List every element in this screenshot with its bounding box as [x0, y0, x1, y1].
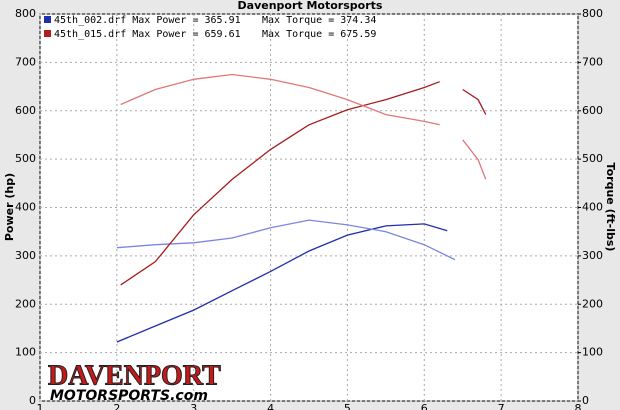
x-tick-label: 7: [498, 402, 505, 410]
x-tick-label: 1: [37, 402, 44, 410]
logo-site: MOTORSPORTS.com: [50, 388, 208, 404]
y-tick-label: 400: [15, 201, 36, 214]
y-tick-label: 700: [15, 55, 36, 68]
series-line: [116, 219, 456, 261]
y-tick-label: 800: [15, 7, 36, 20]
y2-tick-label: 200: [582, 297, 603, 310]
y2-tick-label: 800: [582, 7, 603, 20]
x-tick-label: 3: [190, 402, 197, 410]
x-tick-label: 6: [421, 402, 428, 410]
y-tick-label: 200: [15, 297, 36, 310]
logo-brand: DAVENPORT: [48, 360, 221, 391]
y-axis-title: Power (hp): [3, 173, 16, 241]
legend-entry: 45th_015.drf Max Power = 659.61: [54, 29, 241, 40]
y2-tick-label: 100: [582, 346, 603, 359]
y2-tick-label: 0: [582, 394, 589, 407]
x-tick-label: 8: [575, 402, 582, 410]
legend-swatch: [44, 16, 51, 23]
chart-title: Davenport Motorsports: [238, 0, 383, 12]
x-tick-label: 2: [113, 402, 120, 410]
legend-entry: 45th_002.drf Max Power = 365.91: [54, 15, 241, 26]
x-tick-label: 5: [344, 402, 351, 410]
y-tick-label: 600: [15, 104, 36, 117]
legend-entry: Max Torque = 374.34: [262, 15, 376, 26]
x-tick-label: 4: [267, 402, 274, 410]
y2-tick-label: 300: [582, 249, 603, 262]
y2-axis-title: Torque (ft-lbs): [604, 163, 617, 252]
y2-tick-label: 600: [582, 104, 603, 117]
y-tick-label: 500: [15, 152, 36, 165]
series-line: [116, 223, 448, 343]
y2-tick-label: 400: [582, 201, 603, 214]
series-line: [120, 73, 487, 180]
series-line: [120, 81, 487, 286]
y-tick-label: 0: [29, 394, 36, 407]
legend-swatch: [44, 30, 51, 37]
y2-tick-label: 500: [582, 152, 603, 165]
y-tick-label: 300: [15, 249, 36, 262]
y2-tick-label: 700: [582, 55, 603, 68]
y-tick-label: 100: [15, 346, 36, 359]
legend-entry: Max Torque = 675.59: [262, 29, 376, 40]
